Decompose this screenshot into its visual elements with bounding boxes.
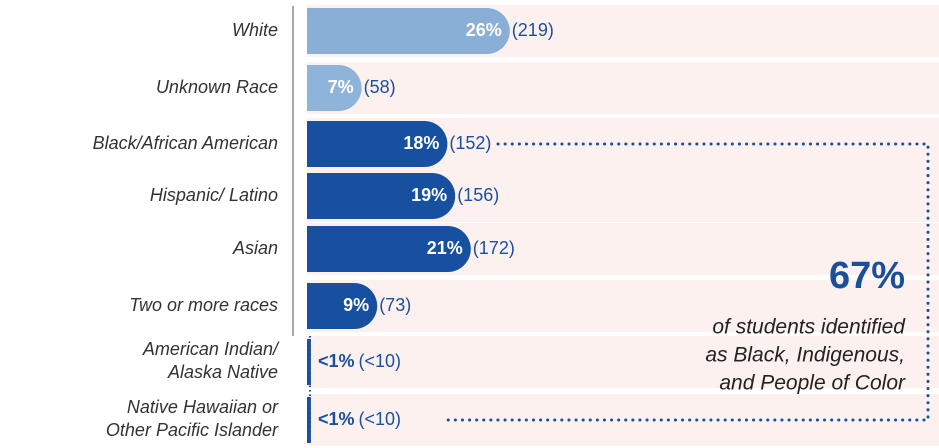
count-label: (172)	[473, 238, 515, 258]
count-label: (156)	[457, 185, 499, 205]
bracket	[440, 142, 930, 422]
annotation-text: and People of Color	[719, 372, 906, 395]
bar	[307, 173, 456, 219]
count-label: (152)	[449, 133, 491, 153]
count-label: (<10)	[359, 351, 402, 371]
category-label: Two or more races	[129, 295, 278, 315]
category-label: Unknown Race	[156, 77, 278, 97]
row-band	[307, 62, 939, 114]
count-label: (<10)	[359, 409, 402, 429]
value-label: 7%	[328, 77, 354, 97]
category-label: Alaska Native	[167, 362, 278, 382]
category-label: American Indian/	[142, 339, 280, 359]
value-label: 18%	[403, 133, 439, 153]
bar	[307, 121, 448, 167]
bar	[307, 397, 311, 443]
row-band	[307, 280, 939, 332]
category-label: Native Hawaiian or	[127, 397, 279, 417]
value-label: <1%	[318, 351, 355, 371]
count-label: (219)	[512, 20, 554, 40]
bar	[307, 226, 471, 272]
category-label: Other Pacific Islander	[106, 420, 279, 440]
row-band	[307, 336, 939, 388]
value-label: 21%	[427, 238, 463, 258]
bar	[307, 8, 510, 54]
annotation-text: of students identified	[712, 316, 906, 339]
value-label: 26%	[466, 20, 502, 40]
row-band	[307, 394, 939, 446]
bar	[307, 283, 378, 329]
annotation-value: 67%	[829, 255, 905, 297]
category-label: Asian	[232, 238, 278, 258]
value-label: 9%	[343, 295, 369, 315]
bar	[307, 65, 362, 111]
bar	[307, 339, 311, 385]
annotation-text: as Black, Indigenous,	[705, 344, 905, 367]
value-label: <1%	[318, 409, 355, 429]
category-label: White	[232, 20, 278, 40]
category-label: Hispanic/ Latino	[150, 185, 278, 205]
category-label: Black/African American	[93, 133, 278, 153]
count-label: (73)	[379, 295, 411, 315]
value-label: 19%	[411, 185, 447, 205]
count-label: (58)	[364, 77, 396, 97]
